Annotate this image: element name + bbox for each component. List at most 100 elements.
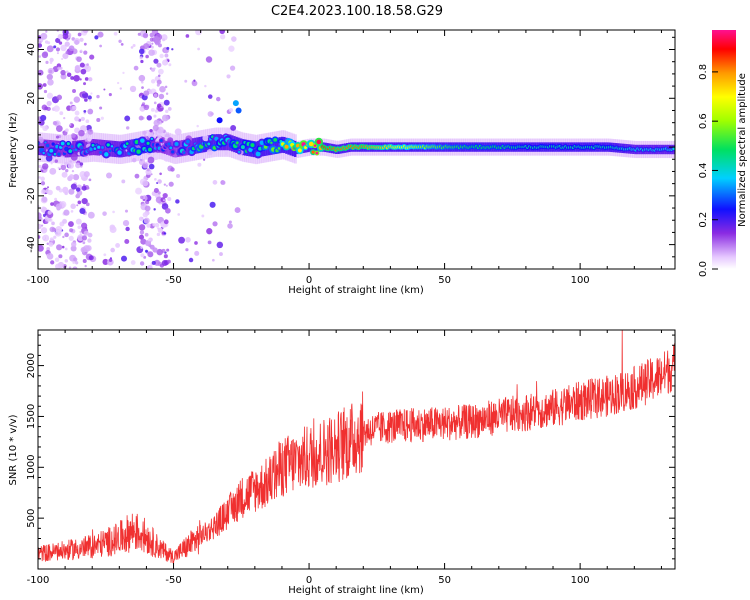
- noise-cell: [164, 85, 168, 89]
- noise-cell: [38, 55, 42, 58]
- x-tick-label: -100: [27, 275, 50, 286]
- noise-cell: [151, 30, 159, 35]
- x-tick-label: 100: [571, 275, 590, 286]
- noise-cell: [61, 171, 68, 178]
- noise-cell: [152, 247, 158, 253]
- ridge-cell: [159, 139, 163, 142]
- noise-cell: [122, 71, 125, 75]
- noise-cell: [38, 69, 44, 76]
- ridge-cell: [186, 139, 190, 144]
- snr-line: [38, 330, 675, 564]
- noise-cell: [153, 259, 161, 266]
- noise-cell: [44, 106, 49, 111]
- noise-cell: [77, 234, 84, 242]
- noise-cell: [64, 191, 68, 196]
- noise-cell: [159, 85, 166, 93]
- noise-cell: [60, 164, 67, 171]
- noise-cell: [45, 30, 48, 33]
- noise-cell: [40, 114, 47, 122]
- noise-cell: [140, 246, 143, 249]
- noise-cell: [99, 106, 103, 110]
- noise-cell: [162, 192, 168, 199]
- noise-cell: [70, 76, 75, 80]
- noise-cell: [221, 180, 226, 185]
- noise-cell: [174, 128, 182, 136]
- noise-cell: [87, 108, 94, 115]
- noise-cell: [79, 78, 82, 81]
- noise-cell: [38, 119, 45, 126]
- noise-cell: [146, 115, 152, 121]
- noise-cell: [153, 187, 159, 194]
- noise-cell: [147, 238, 151, 242]
- noise-cell: [125, 209, 128, 213]
- noise-cell: [147, 156, 155, 164]
- noise-cell: [100, 116, 104, 120]
- noise-cell: [79, 230, 82, 234]
- y-tick-label: 0: [26, 144, 37, 150]
- noise-cell: [130, 46, 134, 49]
- noise-cell: [157, 227, 164, 233]
- noise-cell: [38, 212, 42, 220]
- noise-cell: [38, 244, 44, 252]
- noise-cell: [85, 119, 90, 124]
- noise-cell: [224, 151, 228, 155]
- noise-cell: [144, 232, 149, 237]
- ridge-cell: [148, 147, 152, 152]
- noise-cell: [154, 154, 160, 160]
- noise-cell: [66, 72, 72, 77]
- noise-cell: [219, 252, 223, 256]
- noise-cell: [77, 32, 82, 37]
- x-tick-label: 0: [306, 575, 312, 586]
- noise-cell: [103, 253, 107, 257]
- noise-cell: [41, 163, 49, 170]
- noise-cell: [150, 79, 156, 84]
- noise-cell: [201, 214, 205, 218]
- noise-cell: [62, 47, 66, 51]
- colorbar-tick-label: 0.8: [698, 64, 709, 80]
- noise-cell: [212, 258, 215, 262]
- noise-cell: [74, 116, 80, 122]
- ridge-cell: [66, 142, 70, 146]
- ridge-cell: [110, 145, 114, 148]
- noise-cell: [79, 62, 85, 68]
- halo-cell: [267, 139, 271, 156]
- noise-cell: [48, 69, 53, 74]
- noise-cell: [84, 139, 88, 142]
- noise-cell: [155, 196, 163, 204]
- snr-xlabel: Height of straight line (km): [288, 585, 424, 596]
- x-tick-label: -100: [27, 575, 50, 586]
- noise-cell: [212, 180, 218, 185]
- y-tick-label: 2000: [26, 353, 37, 378]
- noise-cell: [151, 260, 156, 265]
- noise-cell: [202, 134, 209, 142]
- colorbar-tick-label: 0.0: [698, 261, 709, 277]
- noise-cell: [80, 68, 87, 75]
- noise-cell: [40, 181, 46, 186]
- noise-cell: [75, 187, 81, 192]
- noise-cell: [149, 129, 153, 133]
- noise-cell: [46, 45, 54, 53]
- noise-cell: [122, 219, 130, 227]
- noise-cell: [40, 176, 45, 182]
- noise-cell: [212, 221, 218, 227]
- noise-cell: [142, 180, 149, 187]
- snr-ylabel: SNR (10 * v/v): [8, 414, 19, 485]
- ridge-cell: [93, 147, 97, 150]
- noise-cell: [69, 160, 73, 163]
- noise-cell: [54, 197, 58, 201]
- noise-cell: [209, 201, 216, 208]
- halo-cell: [83, 139, 87, 156]
- ridge-cell: [74, 148, 78, 152]
- noise-cell: [83, 82, 87, 86]
- noise-cell: [197, 47, 200, 51]
- noise-cell: [115, 242, 121, 248]
- noise-cell: [175, 199, 180, 204]
- noise-cell: [205, 56, 213, 63]
- noise-cell: [149, 32, 155, 38]
- noise-cell: [49, 226, 56, 233]
- colorbar-label: Normalized spectral amplitude: [737, 73, 748, 227]
- noise-cell: [68, 188, 75, 195]
- noise-cell: [42, 125, 48, 132]
- noise-cell: [49, 167, 57, 175]
- noise-cell: [145, 133, 149, 137]
